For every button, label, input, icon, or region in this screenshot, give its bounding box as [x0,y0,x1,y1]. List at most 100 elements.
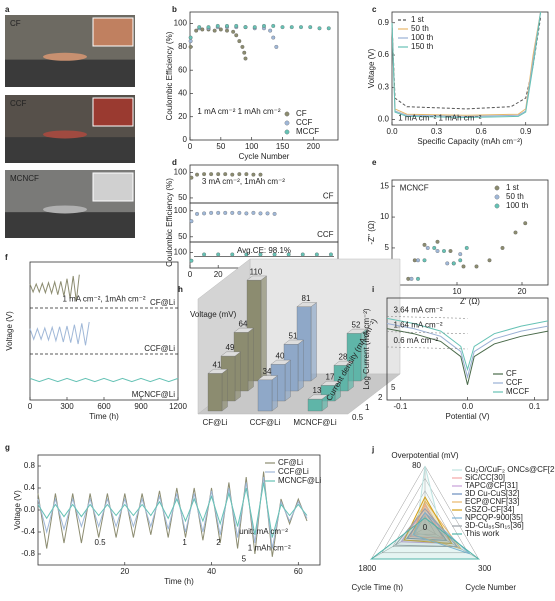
y-axis-label: Voltage (V) [5,311,14,351]
value-label: 34 [263,367,272,376]
x-tick-label: 10 [453,287,462,296]
photo-inset [92,172,134,202]
x-tick-label: 0 [28,402,33,411]
legend-marker [284,111,290,117]
bar-side [234,351,241,402]
data-point [188,35,193,40]
photo-sample [43,52,87,61]
annotation: 5 [242,555,247,564]
data-point [451,261,456,266]
data-point [234,24,239,28]
category-label: CCF@Li [250,418,281,427]
bar-top [207,369,228,374]
legend-marker [494,194,500,200]
value-label: 41 [213,361,222,370]
bar-top [233,327,254,333]
data-point [251,172,256,177]
legend-label: Cu₂O/CuF₂ ONCs@CF[29] [465,465,555,474]
legend-label: 3D-Cu₈₅Sn₁₅[36] [465,521,524,530]
panel-letter: a [5,5,10,14]
data-line [386,317,549,372]
data-line [391,11,542,116]
bar-front [307,398,323,412]
x-tick-label: 0.6 [476,127,488,136]
value-label: 110 [250,267,263,276]
bar-side [271,375,278,412]
y-tick-label: 0.8 [24,461,36,470]
bar-top [283,339,304,345]
legend-marker [284,120,290,126]
data-point [416,276,420,281]
photo-label: CCF [10,99,27,108]
annotation: 1 mA cm⁻² 1 mAh cm⁻² [197,107,280,116]
panel-letter: h [178,285,183,294]
data-point [461,264,466,269]
value-label: 81 [302,294,311,303]
legend-label: This work [465,529,500,538]
annotation: 1.64 mA cm⁻² [393,321,442,330]
legend-label: 1 st [506,183,520,192]
data-point [425,245,430,250]
annotation: 1 mA cm⁻² 1 mAh cm⁻² [398,113,481,122]
x-tick-label: 100 [245,142,259,151]
data-point [448,249,453,253]
y-tick-label: 100 [174,19,188,28]
y-tick-label: 0.9 [378,18,390,27]
data-point [409,276,414,281]
depth-label: 0.5 [352,413,364,422]
annotation: 3 mA cm⁻², 1mAh cm⁻² [202,177,285,186]
data-point [251,210,256,215]
legend-label: CF [296,109,307,118]
legend-label: CCF@Li [278,467,309,476]
data-point [523,221,528,226]
data-point [242,50,247,55]
photo-sample [43,130,87,139]
x-tick-label: 0.3 [431,127,443,136]
data-point [197,25,202,30]
radar-polygon [412,511,471,555]
data-point [206,25,211,30]
data-point [271,35,276,40]
data-point [435,239,440,244]
data-point [244,172,249,177]
photo-base [5,212,135,238]
bar-side [260,275,267,382]
annotation: 1 mA cm⁻², 1mAh cm⁻² [62,294,145,303]
annotation: Avg.CE: 98.1% [237,246,291,255]
data-line [37,482,308,538]
legend-label: MCCF [296,127,319,136]
data-point [209,172,214,177]
radar-grid [392,490,458,547]
radar-polygon [369,517,481,560]
panel-letter: f [5,253,8,262]
data-point [252,25,257,30]
y-axis-label: Coulombic Efficiency (%) [165,31,174,120]
data-point [299,25,303,30]
radar-axis-title: Overpotential (mV) [391,451,458,460]
bar-top [333,360,354,366]
data-line [386,323,549,380]
data-point [458,252,463,257]
data-point [317,26,322,31]
y-tick-label: 0.3 [378,82,390,91]
data-point [212,28,217,33]
x-tick-label: 300 [60,402,74,411]
data-line [391,17,542,110]
legend-label: CCF [506,378,523,387]
photo-base [5,59,135,87]
data-point [189,258,194,263]
y-axis-label: -Z'' (Ω) [367,220,376,244]
data-line [386,328,549,385]
x-tick-label: 60 [294,567,303,576]
data-point [194,28,199,33]
bar-side [297,339,304,392]
data-point [230,210,235,215]
fit-line [386,316,468,319]
y-axis-label: Voltage (V) [13,490,22,530]
data-point [300,252,305,257]
data-point [258,172,263,177]
x-axis-label: Time (h) [89,412,119,421]
y-tick-label: 15 [380,181,389,190]
legend-label: MCCF [506,387,529,396]
data-point [188,44,193,49]
